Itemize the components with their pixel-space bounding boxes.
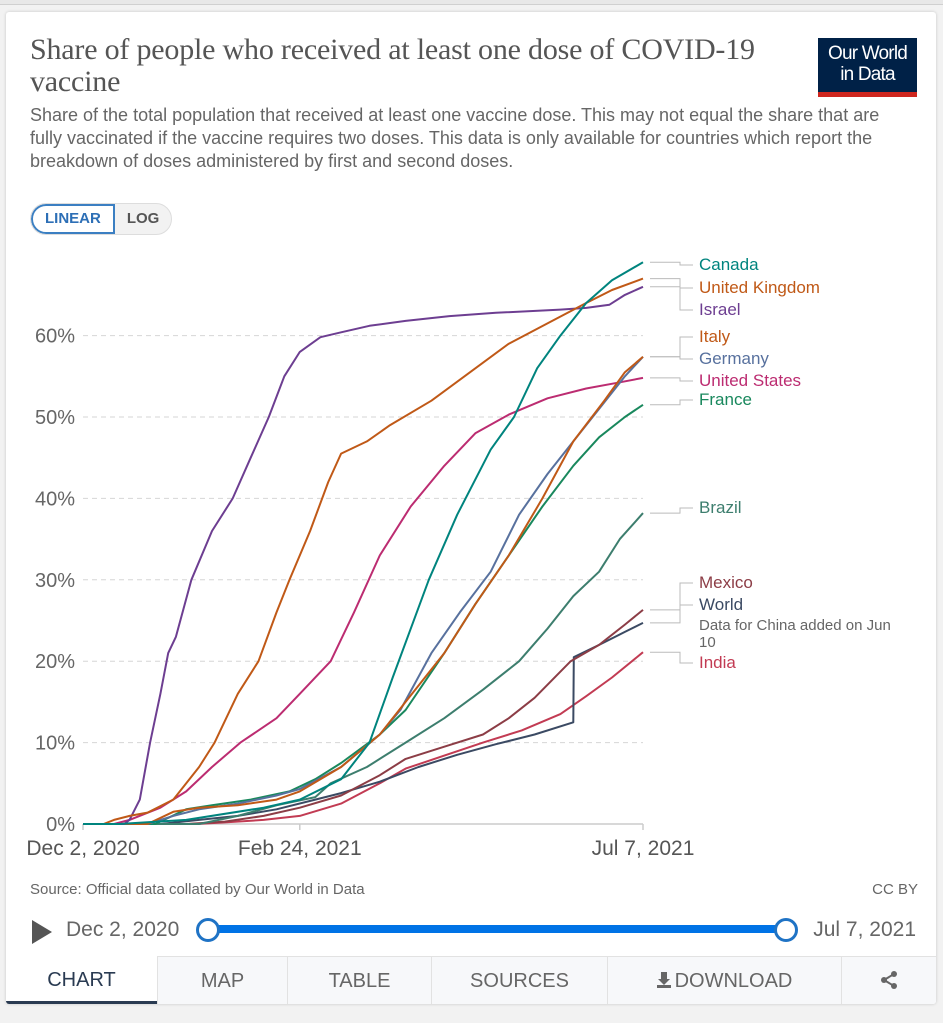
logo-line-1: Our World	[827, 43, 908, 64]
series-line-italy[interactable]	[83, 356, 644, 825]
series-label-brazil[interactable]: Brazil	[699, 498, 742, 517]
series-line-canada[interactable]	[83, 261, 644, 825]
series-label-canada[interactable]: Canada	[699, 255, 759, 274]
x-axis: Dec 2, 2020 Feb 24, 2021 Jul 7, 2021	[26, 823, 695, 860]
timeline-end-handle[interactable]	[774, 918, 798, 942]
y-tick-label: 0%	[46, 814, 75, 836]
series-label-world[interactable]: World	[699, 595, 743, 614]
tab-table[interactable]: TABLE	[287, 956, 431, 1004]
label-connector	[650, 261, 693, 266]
x-tick-label: Feb 24, 2021	[238, 837, 362, 860]
timeline-start-handle[interactable]	[196, 918, 220, 942]
label-connector	[650, 582, 693, 611]
tab-bar: CHART MAP TABLE SOURCES DOWNLOAD	[6, 956, 936, 1004]
tab-chart[interactable]: CHART	[6, 956, 157, 1004]
series-line-world[interactable]	[83, 622, 644, 825]
label-connector	[650, 286, 693, 311]
series-line-india[interactable]	[83, 651, 644, 825]
series-line-mexico[interactable]	[83, 609, 644, 825]
series-label-united-kingdom[interactable]: United Kingdom	[699, 278, 820, 297]
play-icon[interactable]	[32, 920, 52, 944]
tab-map[interactable]: MAP	[157, 956, 287, 1004]
series-label-india[interactable]: India	[699, 653, 736, 672]
timeline-slider: Dec 2, 2020 Jul 7, 2021	[6, 912, 936, 948]
series-lines	[83, 261, 644, 825]
series-label-italy[interactable]: Italy	[699, 327, 731, 346]
series-label-germany[interactable]: Germany	[699, 349, 769, 368]
y-axis-ticks: 0% 10% 20% 30% 40% 50% 60%	[35, 326, 75, 836]
label-connector	[650, 507, 693, 514]
chart-subtitle: Share of the total population that recei…	[30, 105, 880, 171]
owid-logo[interactable]: Our World in Data	[818, 38, 917, 97]
series-line-france[interactable]	[83, 403, 644, 825]
tab-download-label: DOWNLOAD	[674, 970, 793, 992]
series-label-mexico[interactable]: Mexico	[699, 573, 753, 592]
y-tick-label: 10%	[35, 733, 75, 755]
series-line-united-states[interactable]	[83, 376, 644, 825]
scale-toggle: LINEAR LOG	[30, 203, 173, 235]
series-line-israel[interactable]	[83, 285, 644, 825]
line-chart: 0% 10% 20% 30% 40% 50% 60% Dec 2, 2020 Feb 24, …	[26, 255, 891, 860]
label-connector	[650, 278, 693, 289]
y-tick-label: 60%	[35, 326, 75, 348]
gridlines	[83, 335, 643, 744]
label-connector	[650, 399, 693, 406]
linear-scale-button[interactable]: LINEAR	[31, 204, 115, 234]
y-tick-label: 40%	[35, 488, 75, 510]
series-labels: Canada United Kingdom Israel Italy Germany Un…	[650, 255, 891, 672]
label-connector	[650, 336, 693, 358]
license-link[interactable]: CC BY	[872, 881, 918, 898]
x-tick-label: Dec 2, 2020	[26, 837, 139, 860]
log-scale-button[interactable]: LOG	[126, 210, 160, 227]
series-label-france[interactable]: France	[699, 390, 752, 409]
series-line-united-kingdom[interactable]	[83, 277, 644, 825]
download-icon	[656, 972, 671, 988]
series-label-united-states[interactable]: United States	[699, 371, 801, 390]
timeline-end-date: Jul 7, 2021	[813, 918, 916, 941]
logo-accent-bar	[818, 92, 917, 97]
chart-card: Share of people who received at least on…	[6, 12, 936, 1004]
y-tick-label: 30%	[35, 570, 75, 592]
tab-sources[interactable]: SOURCES	[431, 956, 607, 1004]
label-connector	[650, 651, 693, 664]
x-tick-label: Jul 7, 2021	[592, 837, 695, 860]
timeline-start-date: Dec 2, 2020	[66, 918, 180, 941]
timeline-track[interactable]	[208, 925, 788, 933]
share-button[interactable]	[841, 956, 936, 1004]
series-note: Data for China added on Jun 10	[699, 617, 891, 651]
series-label-israel[interactable]: Israel	[699, 300, 741, 319]
label-connector	[650, 604, 693, 624]
source-note[interactable]: Source: Official data collated by Our Wo…	[30, 881, 365, 898]
chart-title: Share of people who received at least on…	[30, 33, 755, 98]
tab-download[interactable]: DOWNLOAD	[607, 956, 841, 1004]
y-tick-label: 50%	[35, 407, 75, 429]
label-connector	[650, 356, 693, 360]
y-tick-label: 20%	[35, 651, 75, 673]
label-connector	[650, 377, 693, 382]
share-icon	[881, 971, 897, 989]
top-border	[0, 0, 943, 5]
series-line-brazil[interactable]	[83, 512, 644, 825]
logo-line-2: in Data	[840, 64, 895, 85]
